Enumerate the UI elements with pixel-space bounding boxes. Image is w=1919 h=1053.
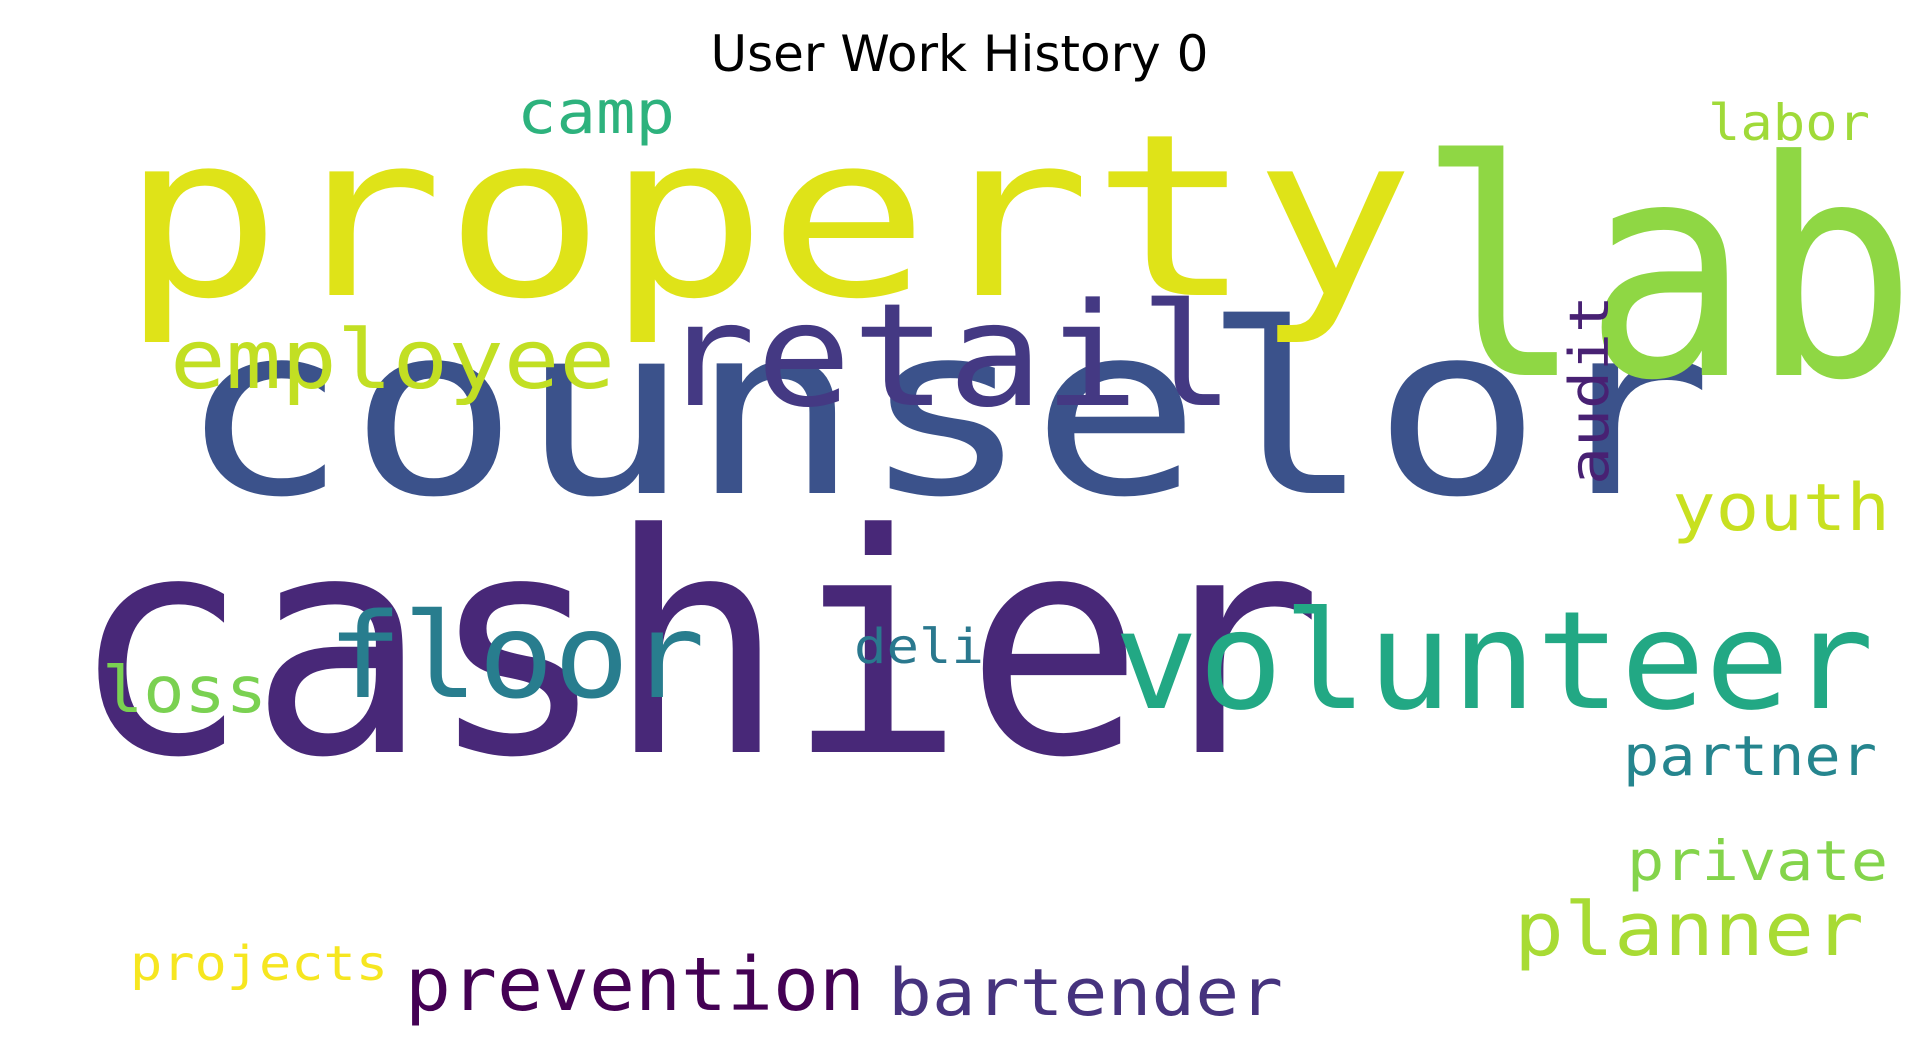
cloud-word-property: property — [120, 86, 1415, 349]
cloud-word-planner: planner — [1514, 887, 1864, 973]
cloud-word-projects: projects — [130, 936, 388, 992]
cloud-word-camp: camp — [517, 78, 675, 148]
cloud-word-labor: labor — [1708, 94, 1870, 152]
cloud-word-cashier: cashier — [70, 469, 1323, 824]
cloud-word-audit: audit — [1558, 295, 1621, 485]
cloud-word-private: private — [1627, 829, 1888, 893]
cloud-word-retail: retail — [660, 272, 1235, 439]
chart-title: User Work History 0 — [710, 25, 1209, 83]
cloud-word-volunteer: volunteer — [1114, 583, 1874, 741]
cloud-word-counselor: counselor — [178, 273, 1713, 549]
cloud-word-lab: lab — [1417, 97, 1917, 446]
cloud-word-partner: partner — [1623, 724, 1877, 788]
cloud-word-youth: youth — [1672, 471, 1890, 546]
cloud-word-floor: floor — [327, 587, 705, 725]
cloud-word-loss: loss — [102, 654, 267, 728]
cloud-word-prevention: prevention — [405, 942, 865, 1028]
cloud-word-deli: deli — [854, 619, 984, 675]
cloud-word-bartender: bartender — [888, 956, 1283, 1031]
cloud-word-employee: employee — [170, 313, 615, 408]
